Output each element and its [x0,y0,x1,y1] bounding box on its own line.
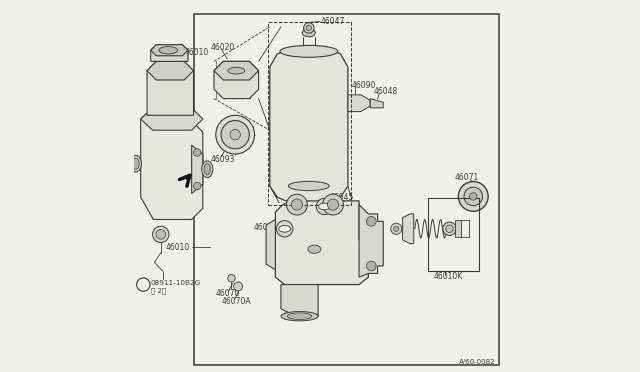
Circle shape [303,23,314,33]
Ellipse shape [131,155,141,172]
Polygon shape [348,95,370,112]
Text: 46093: 46093 [211,155,235,164]
Circle shape [234,282,243,291]
Text: 46010: 46010 [185,48,209,57]
Ellipse shape [281,311,318,321]
Text: 46090: 46090 [351,81,376,90]
Polygon shape [270,48,348,203]
Text: 46070: 46070 [216,289,240,298]
Ellipse shape [202,161,213,177]
Polygon shape [359,205,383,277]
Text: 08911-10B2G: 08911-10B2G [151,280,201,286]
Bar [268,22,351,205]
Ellipse shape [280,45,338,57]
Circle shape [464,187,483,206]
Polygon shape [141,108,203,130]
Circle shape [306,25,312,31]
Bar [195,14,499,365]
Circle shape [470,193,477,200]
Ellipse shape [287,313,312,320]
Circle shape [228,275,235,282]
Circle shape [367,261,376,271]
Text: 46010K: 46010K [433,272,463,280]
Circle shape [216,115,255,154]
Circle shape [458,182,488,211]
Ellipse shape [278,225,291,232]
Circle shape [221,121,250,149]
Text: 46070A: 46070A [221,297,251,306]
Circle shape [193,182,201,190]
Circle shape [445,225,453,232]
Text: 46048: 46048 [374,87,398,96]
Ellipse shape [159,46,177,54]
Circle shape [156,230,166,239]
Text: 46045: 46045 [254,223,278,232]
Circle shape [390,223,402,234]
Ellipse shape [302,29,316,37]
Polygon shape [151,45,188,61]
Polygon shape [275,201,369,285]
Ellipse shape [132,158,140,169]
Circle shape [193,149,201,156]
Circle shape [394,226,399,231]
Polygon shape [281,285,318,316]
Circle shape [328,199,339,210]
Polygon shape [370,99,383,108]
Circle shape [152,226,169,243]
Text: 46071: 46071 [454,173,479,182]
Polygon shape [403,214,413,244]
Ellipse shape [319,203,330,210]
Text: 〈 2〉: 〈 2〉 [151,288,166,294]
Circle shape [367,217,376,226]
Text: N: N [141,282,146,287]
Text: 46045: 46045 [330,193,354,202]
Bar [428,198,479,271]
Text: 46047: 46047 [321,17,345,26]
Polygon shape [191,145,203,193]
Polygon shape [214,61,259,80]
Circle shape [276,221,293,237]
Text: A/60-0082: A/60-0082 [459,359,495,365]
Ellipse shape [204,164,211,175]
Text: 46020: 46020 [211,43,234,52]
Polygon shape [151,45,188,56]
Text: 46010: 46010 [166,243,190,252]
Polygon shape [147,61,193,115]
Circle shape [230,129,241,140]
Ellipse shape [228,67,244,74]
Ellipse shape [289,181,330,190]
Circle shape [316,198,333,215]
Polygon shape [266,219,275,270]
Polygon shape [141,108,203,219]
Bar [454,220,461,237]
Ellipse shape [308,245,321,253]
Circle shape [323,194,344,215]
Polygon shape [147,61,193,80]
Polygon shape [214,61,259,99]
Circle shape [287,194,307,215]
Circle shape [136,278,150,291]
Circle shape [443,222,456,235]
Circle shape [291,199,303,210]
